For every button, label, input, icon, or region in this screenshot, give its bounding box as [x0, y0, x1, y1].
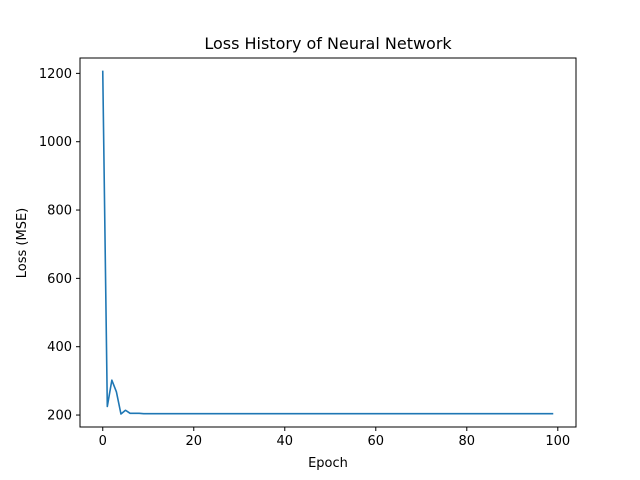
- axes-frame: [79, 57, 577, 428]
- x-tick-label: 60: [368, 434, 385, 449]
- y-tick-label: 1200: [39, 67, 72, 82]
- y-tick-label: 400: [47, 340, 72, 355]
- chart-title: Loss History of Neural Network: [204, 34, 452, 53]
- loss-line: [101, 70, 554, 415]
- y-axis-label: Loss (MSE): [15, 208, 30, 278]
- x-tick-label: 40: [276, 434, 293, 449]
- y-tick-label: 1000: [39, 135, 72, 150]
- x-tick-label: 80: [459, 434, 476, 449]
- x-axis-label: Epoch: [308, 456, 348, 471]
- y-tick-label: 800: [47, 204, 72, 219]
- x-tick-label: 20: [185, 434, 202, 449]
- y-tick-label: 200: [47, 409, 72, 424]
- x-tick-label: 100: [545, 434, 570, 449]
- x-tick-label: 0: [99, 434, 107, 449]
- plot-area: 0 20 40 60 80 100 200 400 600 800 1000 1200: [39, 57, 577, 449]
- y-tick-label: 600: [47, 272, 72, 287]
